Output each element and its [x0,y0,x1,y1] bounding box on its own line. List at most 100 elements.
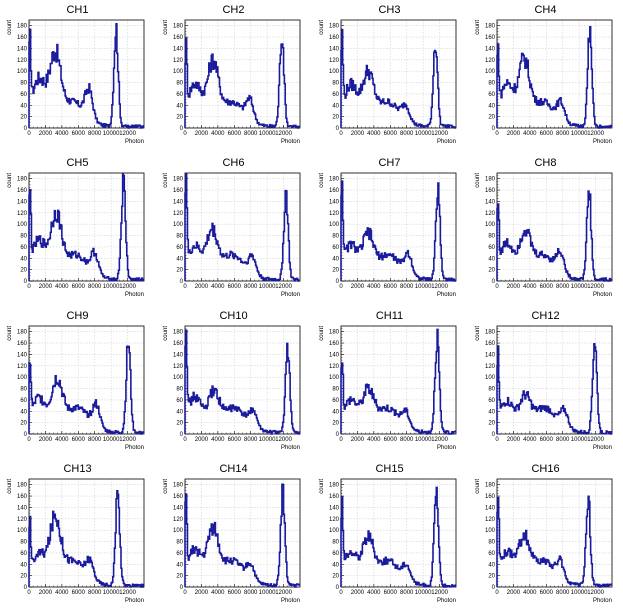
x-tick-label: 10000 [103,284,120,290]
x-tick-label: 8000 [400,131,414,137]
y-tick-label: 40 [332,256,339,262]
y-tick-label: 0 [180,279,184,285]
y-tick-label: 100 [485,375,496,381]
histogram-panel: CH12 0 20 40 60 80 100 120 140 160 180 0 2000 4000 600… [468,306,623,458]
y-tick-label: 160 [17,341,28,347]
x-axis-label: Photon [593,292,612,298]
y-tick-label: 100 [329,222,340,228]
y-tick-label: 40 [20,409,27,415]
x-tick-label: 0 [495,284,499,290]
x-tick-label: 4000 [367,437,381,443]
x-axis-label: Photon [437,139,456,145]
x-tick-label: 4000 [523,590,537,596]
x-tick-label: 8000 [400,284,414,290]
x-axis-label: Photon [281,139,300,145]
y-tick-label: 20 [176,268,183,274]
y-tick-label: 80 [488,81,495,87]
histogram-plot: 0 20 40 60 80 100 120 140 160 180 0 2000 4000 6000 800… [319,172,457,298]
panel-title: CH3 [378,4,401,16]
x-tick-label: 0 [183,437,187,443]
y-tick-label: 120 [173,517,184,523]
x-tick-label: 4000 [55,590,69,596]
x-tick-label: 6000 [384,590,398,596]
x-tick-label: 4000 [367,590,381,596]
x-tick-label: 8000 [88,131,102,137]
y-tick-label: 180 [17,24,28,30]
y-tick-label: 100 [17,69,28,75]
histogram-line [496,343,612,435]
panel-title: CH12 [531,310,560,322]
y-tick-label: 60 [20,551,27,557]
y-tick-label: 60 [488,398,495,404]
x-tick-label: 12000 [275,284,292,290]
y-tick-label: 40 [332,562,339,568]
y-tick-label: 180 [485,483,496,489]
y-tick-label: 80 [176,540,183,546]
histogram-line [496,495,612,588]
histogram-panel: CH4 0 20 40 60 80 100 120 140 160 180 0 2000 4000 6000… [468,0,623,152]
y-tick-label: 80 [176,81,183,87]
y-tick-label: 60 [488,245,495,251]
x-tick-label: 10000 [103,437,120,443]
histogram-plot: 0 20 40 60 80 100 120 140 160 180 0 2000 4000 6000 800… [319,325,457,451]
plot-frame [184,19,301,129]
y-tick-label: 160 [17,188,28,194]
y-tick-label: 120 [173,364,184,370]
y-tick-label: 60 [176,245,183,251]
y-tick-label: 160 [173,188,184,194]
y-tick-label: 140 [173,505,184,511]
y-axis-label: count [319,173,325,188]
x-tick-label: 8000 [244,437,258,443]
x-tick-label: 0 [339,284,343,290]
x-tick-label: 0 [183,590,187,596]
panel-title: CH11 [375,310,404,322]
histogram-plot: 0 20 40 60 80 100 120 140 160 180 0 2000 4000 6000 800… [7,172,145,298]
x-tick-label: 6000 [540,284,554,290]
y-tick-label: 120 [485,517,496,523]
x-tick-label: 6000 [384,284,398,290]
y-axis-label: count [163,479,169,494]
x-tick-label: 8000 [244,590,258,596]
y-tick-label: 40 [176,562,183,568]
y-tick-label: 60 [176,92,183,98]
x-tick-label: 10000 [259,590,276,596]
x-tick-label: 0 [339,131,343,137]
y-tick-label: 40 [20,103,27,109]
x-tick-label: 6000 [72,590,86,596]
y-axis-label: count [319,479,325,494]
y-tick-label: 100 [173,69,184,75]
y-tick-label: 60 [488,551,495,557]
panel-title: CH4 [534,4,557,16]
histogram-panel: CH6 0 20 40 60 80 100 120 140 160 180 0 2000 4000 6000… [156,153,311,305]
y-tick-label: 140 [329,352,340,358]
y-axis-label: count [7,20,13,35]
y-tick-label: 160 [485,341,496,347]
x-tick-label: 12000 [587,284,604,290]
x-tick-label: 6000 [540,590,554,596]
x-tick-label: 10000 [259,437,276,443]
x-tick-label: 2000 [507,590,521,596]
histogram-plot: 0 20 40 60 80 100 120 140 160 180 0 2000 4000 6000 800… [475,19,613,145]
x-tick-label: 10000 [415,284,432,290]
histogram-line [28,345,144,435]
x-tick-label: 12000 [119,131,136,137]
x-axis-label: Photon [593,598,612,604]
histogram-panel: CH16 0 20 40 60 80 100 120 140 160 180 0 2000 4000 600… [468,459,623,611]
y-axis-label: count [319,20,325,35]
y-tick-label: 40 [332,409,339,415]
y-tick-label: 60 [332,92,339,98]
x-tick-label: 0 [183,284,187,290]
histogram-line [340,486,456,588]
y-tick-label: 80 [332,387,339,393]
y-tick-label: 120 [329,517,340,523]
y-tick-label: 0 [492,432,496,438]
x-tick-label: 10000 [103,131,120,137]
x-tick-label: 8000 [556,284,570,290]
y-tick-label: 100 [485,528,496,534]
y-tick-label: 160 [485,494,496,500]
panel-title: CH14 [219,463,248,475]
y-tick-label: 40 [176,256,183,262]
x-tick-label: 12000 [587,437,604,443]
y-tick-label: 60 [176,551,183,557]
x-tick-label: 0 [183,131,187,137]
